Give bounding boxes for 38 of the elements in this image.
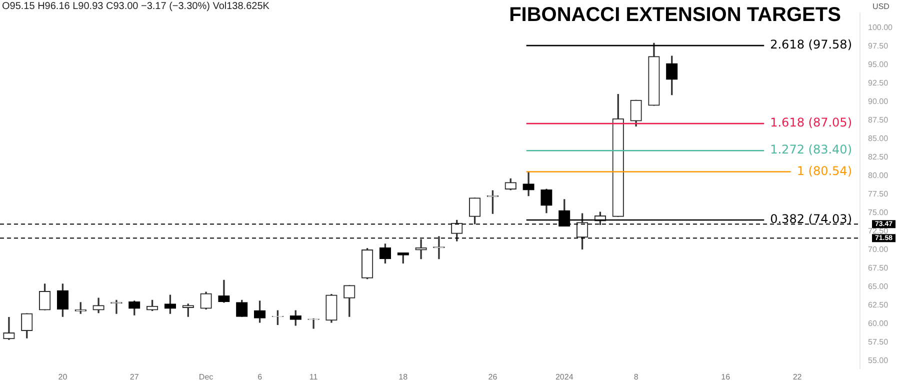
x-tick-label: 8	[634, 372, 639, 382]
y-tick-label: 62.50	[868, 300, 889, 310]
ref-line-label: 1.618 (87.05)	[770, 116, 852, 130]
x-tick-label: 26	[488, 372, 498, 382]
y-tick-label: 95.00	[868, 60, 889, 69]
x-tick-label: Dec	[198, 372, 214, 382]
x-tick-label: 27	[130, 372, 140, 382]
ref-line-label: 0.382 (74.03)	[770, 212, 852, 226]
x-tick-label: 18	[398, 372, 408, 382]
x-tick-label: 16	[721, 372, 731, 382]
x-tick-label: 20	[58, 372, 68, 382]
y-tick-label: 70.00	[868, 245, 889, 254]
y-tick-label: 92.50	[868, 78, 889, 88]
x-tick-label: 11	[309, 372, 318, 382]
y-tick-label: 60.00	[868, 319, 889, 328]
y-tick-label: 82.50	[868, 152, 889, 162]
y-tick-label: 80.00	[868, 170, 889, 180]
y-tick-label: 55.00	[868, 356, 889, 366]
y-tick-label: 100.00	[868, 22, 894, 32]
x-tick-label: 22	[792, 372, 802, 382]
ref-line-label: 2.618 (97.58)	[770, 38, 852, 52]
y-tick-label: 77.50	[868, 190, 889, 199]
y-tick-label: 65.00	[868, 282, 889, 292]
y-tick-label: 85.00	[868, 134, 889, 143]
ref-line-label: 1.272 (83.40)	[770, 142, 852, 157]
y-axis-title: USD	[872, 2, 890, 11]
y-tick-label: 87.50	[868, 115, 889, 124]
y-tick-label: 90.00	[868, 96, 889, 106]
y-tick-label: 97.50	[868, 41, 889, 50]
x-tick-label: 2024	[555, 372, 574, 382]
ref-line-label: 1 (80.54)	[796, 164, 852, 178]
y-tick-label: 67.50	[868, 264, 889, 273]
y-tick-label: 75.00	[868, 208, 889, 218]
chart-title: FIBONACCI EXTENSION TARGETS	[509, 4, 841, 26]
y-tick-label: 57.50	[868, 338, 889, 347]
text: O95.15 H96.16 L90.93 C93.00 −3.17 (−3.30%) Vol138.625K	[2, 1, 270, 12]
x-tick-label: 6	[258, 372, 263, 382]
y-tick-label: 72.50	[868, 226, 889, 236]
